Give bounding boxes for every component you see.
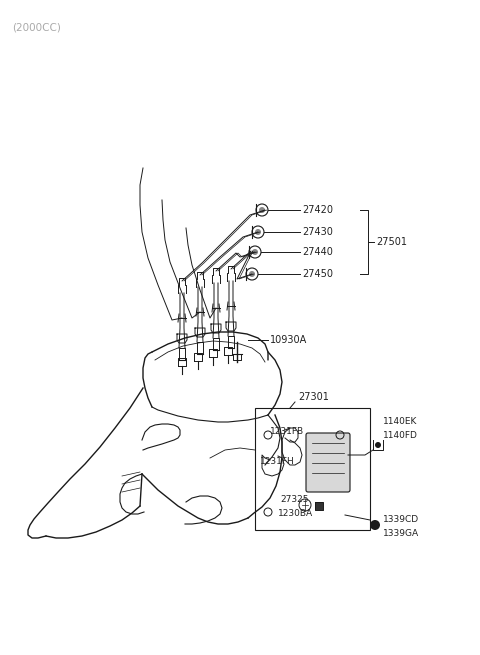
Text: 1339GA: 1339GA bbox=[383, 529, 419, 538]
Text: 27325: 27325 bbox=[280, 495, 309, 504]
Text: 1230BA: 1230BA bbox=[278, 510, 313, 519]
Bar bbox=[315, 502, 323, 510]
Circle shape bbox=[370, 520, 380, 530]
Circle shape bbox=[259, 207, 265, 213]
FancyBboxPatch shape bbox=[306, 433, 350, 492]
Text: 27501: 27501 bbox=[376, 237, 407, 247]
Text: 27440: 27440 bbox=[302, 247, 333, 257]
Circle shape bbox=[255, 229, 261, 235]
Text: 27420: 27420 bbox=[302, 205, 333, 215]
Text: 1140FD: 1140FD bbox=[383, 432, 418, 441]
Circle shape bbox=[252, 249, 258, 255]
Bar bbox=[255, 408, 370, 530]
Text: (2000CC): (2000CC) bbox=[12, 22, 61, 32]
Text: 1231FH: 1231FH bbox=[260, 457, 295, 466]
Text: 1339CD: 1339CD bbox=[383, 515, 419, 525]
Text: 27301: 27301 bbox=[298, 392, 329, 402]
Text: 27450: 27450 bbox=[302, 269, 333, 279]
Circle shape bbox=[249, 271, 255, 277]
Text: 10930A: 10930A bbox=[270, 335, 307, 345]
Text: 27430: 27430 bbox=[302, 227, 333, 237]
Text: 1231FB: 1231FB bbox=[270, 428, 304, 436]
Text: 1140EK: 1140EK bbox=[383, 417, 418, 426]
Circle shape bbox=[375, 442, 381, 448]
